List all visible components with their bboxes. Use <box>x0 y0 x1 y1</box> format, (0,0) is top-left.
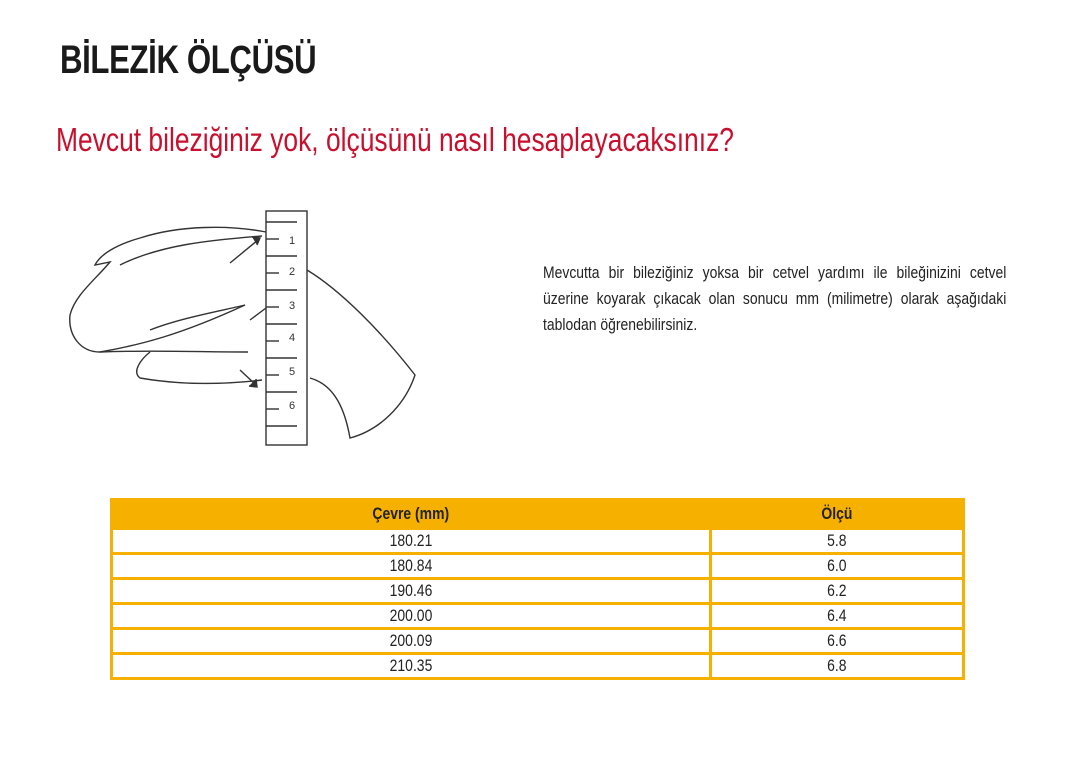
table-row: 210.35 6.8 <box>110 652 966 680</box>
header-circumference: Çevre (mm) <box>110 498 712 530</box>
instructions-text: Mevcutta bir bileziğiniz yoksa bir cetve… <box>543 263 1007 334</box>
circumference-cell: 210.35 <box>110 652 712 680</box>
size-cell: 6.6 <box>708 627 966 655</box>
circumference-cell: 200.00 <box>110 602 712 630</box>
page-subtitle: Mevcut bileziğiniz yok, ölçüsünü nasıl h… <box>56 121 734 158</box>
ruler-label: 6 <box>289 400 295 412</box>
circumference-cell: 200.09 <box>110 627 712 655</box>
size-cell: 6.2 <box>708 577 966 605</box>
table-row: 200.09 6.6 <box>110 627 966 655</box>
page-title: BİLEZİK ÖLÇÜSÜ <box>60 38 317 82</box>
size-cell: 6.0 <box>708 552 966 580</box>
table-row: 190.46 6.2 <box>110 577 966 605</box>
circumference-cell: 180.84 <box>110 552 712 580</box>
size-table: Çevre (mm) Ölçü 180.21 5.8 180.84 6.0 190.46… <box>110 498 966 680</box>
size-cell: 6.8 <box>708 652 966 680</box>
header-size: Ölçü <box>708 498 966 530</box>
circumference-cell: 180.21 <box>110 527 712 555</box>
size-cell: 5.8 <box>708 527 966 555</box>
size-cell: 6.4 <box>708 602 966 630</box>
hand-ruler-illustration: 1 2 3 4 5 6 <box>69 210 416 446</box>
ruler-label: 5 <box>289 366 295 378</box>
table-row: 200.00 6.4 <box>110 602 966 630</box>
table-row: 180.84 6.0 <box>110 552 966 580</box>
ruler-label: 3 <box>289 300 295 312</box>
ruler-label: 1 <box>289 235 295 247</box>
circumference-cell: 190.46 <box>110 577 712 605</box>
table-row: 180.21 5.8 <box>110 527 966 555</box>
ruler-label: 2 <box>289 266 295 278</box>
ruler-label: 4 <box>289 332 295 344</box>
